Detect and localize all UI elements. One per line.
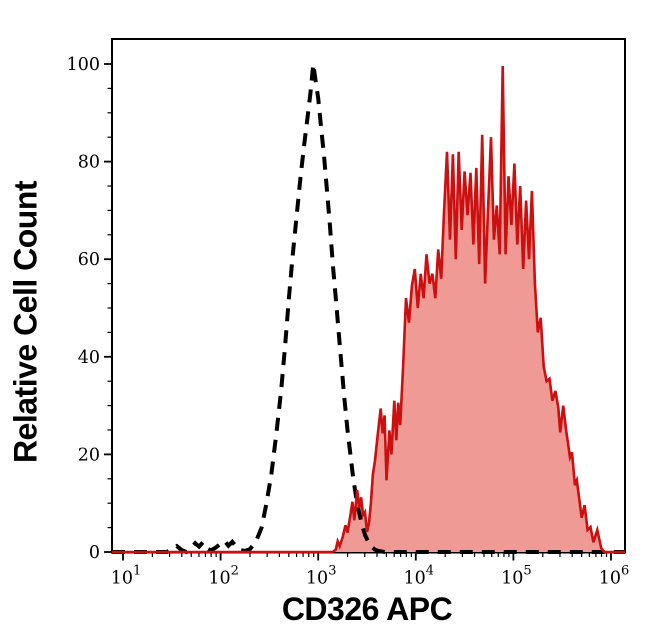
y-tick-label: 60	[78, 250, 100, 270]
plot-frame	[111, 38, 626, 554]
positive-population-curve	[112, 65, 625, 554]
x-tick-label: 101	[111, 564, 142, 589]
x-tick-label: 103	[306, 564, 337, 589]
y-axis-title: Relative Cell Count	[7, 180, 44, 464]
x-tick-label: 102	[208, 564, 239, 589]
x-axis-title: CD326 APC	[281, 591, 453, 627]
isotype-control-curve	[112, 63, 625, 555]
x-tick-label: 106	[599, 564, 630, 589]
y-tick-label: 0	[89, 543, 100, 563]
y-tick-label: 40	[78, 348, 100, 368]
x-tick-label: 105	[501, 564, 532, 589]
x-tick-label: 104	[404, 564, 435, 589]
positive-population-fill	[112, 66, 625, 552]
y-tick-label: 80	[78, 153, 100, 173]
y-tick-label: 20	[78, 445, 100, 465]
y-tick-label: 100	[67, 55, 100, 75]
